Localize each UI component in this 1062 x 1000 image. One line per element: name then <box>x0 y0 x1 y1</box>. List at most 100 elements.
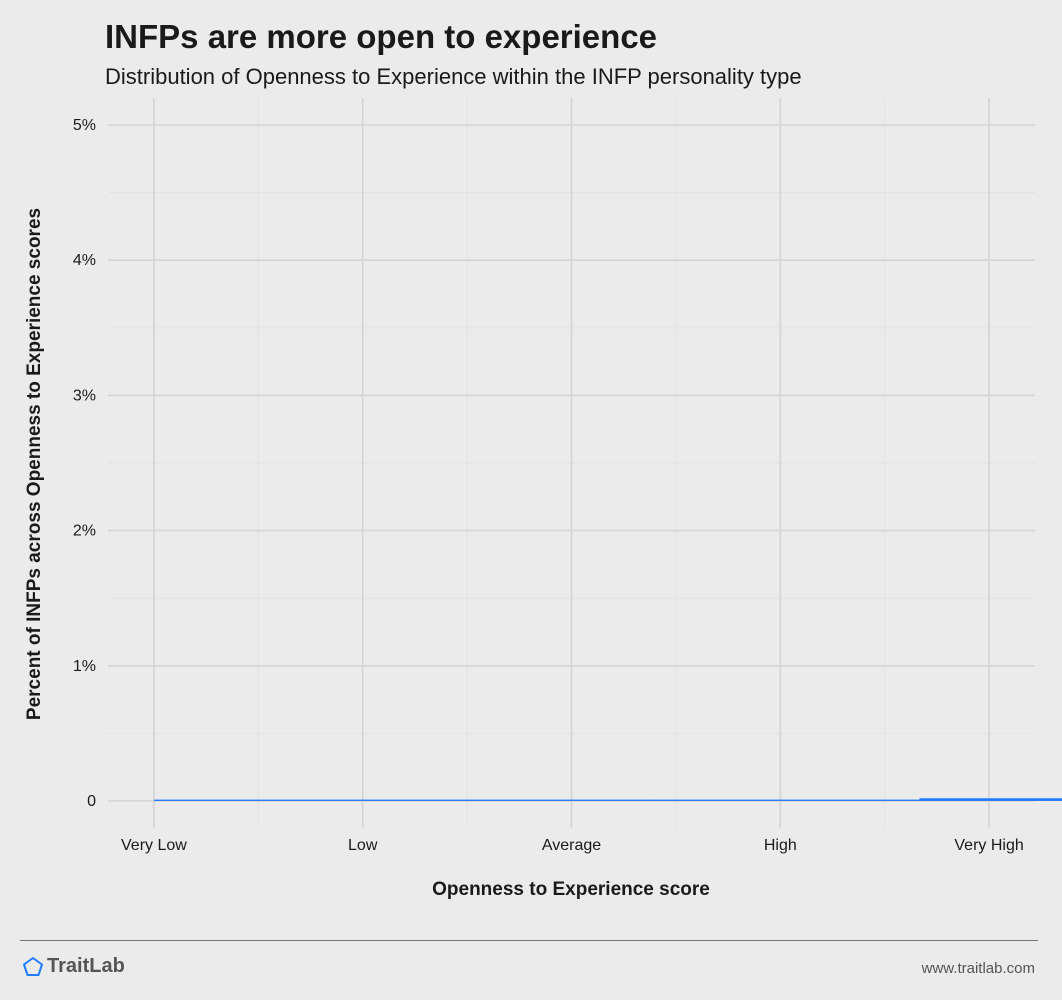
y-tick-label: 5% <box>73 117 96 134</box>
histogram-bar <box>891 799 899 801</box>
histogram-bar <box>780 799 788 801</box>
histogram-bar <box>856 799 865 801</box>
x-tick-label: Very High <box>954 837 1023 854</box>
histogram-bars <box>153 798 1062 801</box>
histogram-bar <box>1044 798 1053 801</box>
histogram-bar <box>467 799 475 801</box>
x-tick-label: Average <box>542 837 601 854</box>
histogram-bar <box>543 799 552 801</box>
histogram-bar <box>564 799 572 801</box>
histogram-bar <box>216 799 224 801</box>
x-tick-labels: Very Low Low Average High Very High <box>121 837 1024 854</box>
histogram-bar <box>453 799 461 801</box>
histogram-bar <box>362 799 371 801</box>
histogram-bar <box>195 799 204 801</box>
histogram-bar <box>529 799 538 801</box>
histogram-bar <box>230 799 238 801</box>
histogram-bar <box>279 799 287 801</box>
histogram-bar <box>258 799 266 801</box>
histogram-bar <box>898 799 906 801</box>
histogram-bar <box>877 799 886 801</box>
histogram-bar <box>731 799 739 801</box>
histogram-bar <box>160 799 169 801</box>
histogram-bar <box>842 799 851 801</box>
histogram-bar <box>773 799 781 801</box>
histogram-bar <box>202 799 211 801</box>
chart-subtitle: Distribution of Openness to Experience w… <box>105 64 802 89</box>
histogram-bar <box>174 799 183 801</box>
histogram-bar <box>494 799 503 801</box>
histogram-bar <box>550 799 558 801</box>
histogram-bar <box>223 799 231 801</box>
histogram-bar <box>425 799 433 801</box>
histogram-bar <box>1030 798 1039 801</box>
histogram-bar <box>474 799 482 801</box>
histogram-bar <box>794 799 802 801</box>
histogram-bar <box>522 799 531 801</box>
histogram-bar <box>536 799 545 801</box>
histogram-bar <box>1023 798 1032 801</box>
histogram-bar <box>251 799 259 801</box>
histogram-bar <box>940 798 948 801</box>
histogram-bar <box>272 799 280 801</box>
histogram-bar <box>411 799 419 801</box>
histogram-bar <box>752 799 760 801</box>
histogram-bar <box>460 799 468 801</box>
histogram-bar <box>682 799 691 801</box>
histogram-bar <box>383 799 391 801</box>
histogram-bar <box>571 799 579 801</box>
histogram-bar <box>585 799 593 801</box>
brand-name: TraitLab <box>47 955 125 977</box>
histogram-bar <box>822 799 830 801</box>
histogram-bar <box>320 799 329 801</box>
x-tick-label: Very Low <box>121 837 187 854</box>
histogram-bar <box>300 799 308 801</box>
histogram-bar <box>933 798 941 801</box>
histogram-bar <box>724 799 732 801</box>
histogram-bar <box>801 799 809 801</box>
histogram-bar <box>696 799 705 801</box>
histogram-bar <box>265 799 273 801</box>
histogram-bar <box>1016 798 1025 801</box>
histogram-bar <box>376 799 384 801</box>
histogram-bar <box>1037 798 1046 801</box>
histogram-bar <box>508 799 517 801</box>
histogram-bar <box>675 799 684 801</box>
histogram-bar <box>954 798 962 801</box>
histogram-bar <box>606 799 614 801</box>
histogram-bar <box>432 799 440 801</box>
y-tick-label: 3% <box>73 387 96 404</box>
histogram-bar <box>808 799 816 801</box>
traitlab-logo[interactable]: TraitLab <box>22 955 125 978</box>
histogram-bar <box>181 799 190 801</box>
histogram-bar <box>446 799 454 801</box>
histogram-bar <box>905 799 913 801</box>
histogram-bar <box>995 798 1004 801</box>
histogram-bar <box>634 799 642 801</box>
histogram-bar <box>884 799 893 801</box>
y-tick-label: 2% <box>73 523 96 540</box>
histogram-bar <box>787 799 795 801</box>
pentagon-icon <box>22 956 44 978</box>
site-url[interactable]: www.traitlab.com <box>921 960 1035 977</box>
histogram-bar <box>961 798 969 801</box>
grid-lines <box>108 98 1035 828</box>
histogram-bar <box>989 798 997 801</box>
histogram-bar <box>766 799 774 801</box>
y-tick-labels: 0 1% 2% 3% 4% 5% <box>73 117 96 810</box>
histogram-bar <box>599 799 607 801</box>
histogram-bar <box>661 799 670 801</box>
y-axis-label: Percent of INFPs across Openness to Expe… <box>24 208 45 720</box>
histogram-bar <box>515 799 524 801</box>
histogram-bar <box>919 798 927 801</box>
y-tick-label: 4% <box>73 252 96 269</box>
histogram-bar <box>947 798 955 801</box>
histogram-bar <box>1009 798 1018 801</box>
histogram-bar <box>982 798 990 801</box>
histogram-bar <box>1058 798 1062 801</box>
histogram-bar <box>912 799 920 801</box>
histogram-bar <box>835 799 844 801</box>
histogram-bar <box>578 799 586 801</box>
histogram-bar <box>849 799 858 801</box>
histogram-bar <box>703 799 712 801</box>
